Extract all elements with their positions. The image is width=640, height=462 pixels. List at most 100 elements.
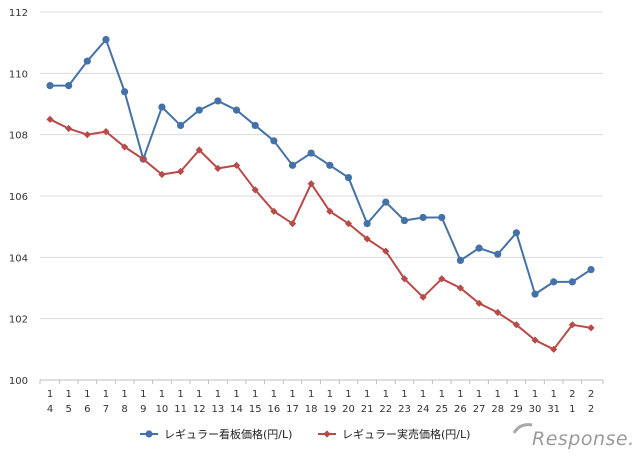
x-tick-label-month: 1 [289, 389, 295, 400]
data-point-1 [456, 256, 465, 264]
x-tick-label-day: 24 [417, 404, 430, 415]
data-point-1 [195, 106, 203, 114]
x-tick-label-day: 1 [569, 404, 575, 415]
x-tick-label-month: 1 [364, 389, 370, 400]
data-point-1 [568, 278, 576, 286]
x-tick-label-month: 1 [140, 389, 146, 400]
data-point-1 [550, 278, 558, 286]
data-point-2 [288, 220, 297, 228]
data-point-1 [251, 121, 259, 130]
data-point-2 [158, 170, 166, 179]
x-tick-label-day: 7 [103, 404, 109, 415]
legend-marker-circle-icon [145, 430, 153, 438]
x-tick-label-month: 1 [476, 389, 482, 400]
data-point-1 [232, 106, 241, 114]
data-point-2 [568, 321, 576, 329]
x-tick-label-month: 1 [420, 389, 426, 400]
x-tick-label-day: 30 [529, 404, 542, 415]
data-point-2 [251, 186, 259, 194]
data-point-2 [83, 131, 91, 139]
data-point-2 [307, 180, 315, 188]
data-point-2 [176, 167, 185, 176]
x-tick-label-month: 2 [569, 389, 575, 400]
data-point-1 [512, 229, 520, 237]
y-tick-label: 106 [9, 192, 28, 203]
data-point-1 [288, 161, 297, 169]
data-point-2 [121, 143, 129, 151]
x-tick-label-day: 13 [212, 404, 225, 415]
y-tick-label: 102 [9, 315, 28, 326]
x-tick-label-month: 1 [252, 389, 258, 400]
x-tick-label-month: 1 [84, 389, 90, 400]
data-point-1 [102, 36, 110, 44]
y-axis: 100 102 104 106 108 110 112 [9, 8, 28, 387]
legend-label-2: レギュラー実売価格(円/L) [342, 427, 470, 441]
x-tick-label-month: 1 [401, 389, 407, 400]
x-tick-label-month: 1 [65, 389, 71, 400]
x-tick-label-month: 1 [513, 389, 519, 400]
data-point-1 [494, 250, 502, 258]
data-point-1 [65, 82, 73, 90]
y-tick-label: 100 [9, 376, 28, 387]
x-tick-label-month: 1 [271, 389, 277, 400]
x-tick-label-month: 1 [103, 389, 109, 400]
response-logo: Response. [512, 423, 635, 450]
data-point-2 [46, 115, 54, 123]
data-point-2 [475, 299, 483, 307]
x-tick-label-day: 5 [65, 404, 71, 415]
x-tick-label-month: 1 [345, 389, 351, 400]
x-tick-label-day: 4 [47, 404, 53, 415]
x-tick-label-day: 27 [473, 404, 486, 415]
x-tick-label-day: 21 [361, 404, 374, 415]
data-point-1 [326, 161, 334, 169]
grid-layer [40, 11, 603, 320]
y-tick-label: 108 [9, 131, 28, 142]
data-point-1 [270, 137, 278, 145]
data-point-2 [382, 247, 390, 255]
data-point-2 [512, 321, 520, 329]
data-point-1 [382, 198, 390, 206]
y-tick-label: 104 [9, 253, 28, 264]
x-tick-label-month: 1 [47, 389, 53, 400]
x-tick-label-month: 1 [383, 389, 389, 400]
data-point-1 [176, 121, 185, 130]
data-point-2 [456, 284, 465, 292]
data-point-1 [307, 149, 315, 157]
data-point-2 [438, 275, 446, 283]
data-point-1 [419, 213, 427, 222]
x-tick-label-day: 16 [267, 404, 280, 415]
x-tick-label-day: 2 [588, 404, 594, 415]
x-tick-label-month: 1 [215, 389, 221, 400]
x-tick-label-day: 12 [193, 404, 206, 415]
series-layer [46, 36, 595, 353]
x-tick-label-day: 29 [510, 404, 523, 415]
watermark-text: Response. [532, 428, 635, 450]
data-point-2 [65, 124, 73, 133]
x-tick-label-day: 6 [84, 404, 90, 415]
x-tick-label-month: 1 [439, 389, 445, 400]
logo-swoosh-icon [512, 423, 533, 434]
data-point-1 [400, 216, 409, 225]
x-tick-label-day: 25 [435, 404, 448, 415]
x-tick-label-day: 26 [454, 404, 467, 415]
x-tick-label-day: 22 [379, 404, 392, 415]
data-point-2 [139, 155, 147, 163]
x-tick-label-day: 17 [286, 404, 299, 415]
x-tick-label-day: 19 [323, 404, 336, 415]
x-tick-label-month: 1 [327, 389, 333, 400]
data-point-2 [494, 308, 502, 317]
x-tick-label-month: 1 [457, 389, 463, 400]
legend-marker-diamond-icon [323, 430, 331, 438]
x-tick-label-month: 2 [588, 389, 594, 400]
data-point-2 [587, 324, 595, 332]
data-point-1 [121, 88, 129, 96]
data-point-1 [363, 220, 371, 228]
data-point-2 [400, 275, 409, 283]
data-point-1 [587, 266, 595, 274]
data-point-1 [158, 103, 166, 111]
x-tick-label-day: 11 [174, 404, 187, 415]
x-tick-label-month: 1 [233, 389, 239, 400]
data-point-2 [326, 207, 334, 215]
